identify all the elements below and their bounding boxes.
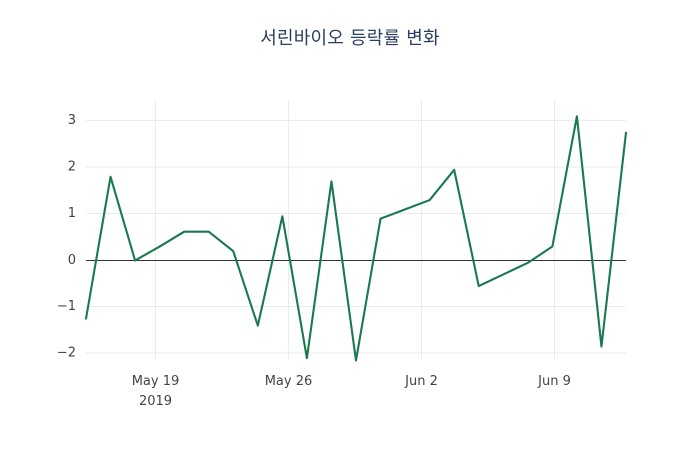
x-tick-label-may26: May 26 — [265, 374, 313, 389]
y-tick-label-0: 0 — [68, 253, 76, 268]
data-series-line — [84, 115, 628, 362]
horizontal-gridlines — [86, 120, 626, 354]
x-tick-label-may19: May 19 — [132, 374, 180, 389]
y-tick-label-neg2: −2 — [57, 346, 76, 361]
y-tick-label-3: 3 — [68, 113, 76, 128]
chart-title: 서린바이오 등락률 변화 — [260, 28, 440, 49]
x-tick-label-jun2: Jun 2 — [404, 374, 438, 389]
y-axis-tick-labels: 3 2 1 0 −1 −2 — [57, 113, 76, 361]
y-tick-label-1: 1 — [68, 206, 76, 221]
y-tick-label-neg1: −1 — [57, 299, 76, 314]
vertical-gridlines — [155, 100, 555, 360]
x-axis-tick-labels: May 19 2019 May 26 Jun 2 Jun 9 — [132, 374, 571, 409]
x-tick-sublabel-year: 2019 — [139, 394, 172, 409]
y-tick-label-2: 2 — [68, 160, 76, 175]
x-tick-label-jun9: Jun 9 — [537, 374, 571, 389]
